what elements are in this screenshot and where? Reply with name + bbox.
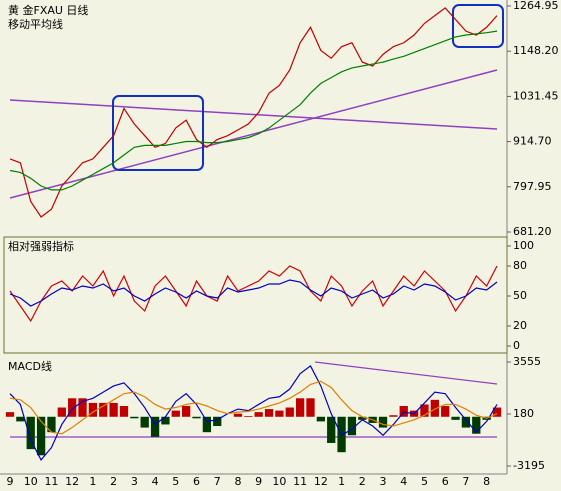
- histogram-bar: [5, 412, 15, 417]
- histogram-bar: [233, 413, 243, 417]
- y-tick-label: 1031.45: [513, 89, 559, 102]
- x-tick-label: 12: [314, 475, 328, 488]
- x-tick-label: 8: [234, 475, 241, 488]
- y-tick-label: 180: [513, 407, 534, 420]
- histogram-bar: [109, 402, 118, 417]
- histogram-bar: [430, 399, 439, 417]
- x-tick-label: 10: [272, 475, 286, 488]
- histogram-bar: [26, 416, 35, 450]
- x-tick-label: 11: [44, 475, 58, 488]
- histogram-bar: [36, 416, 46, 456]
- x-tick-label: 4: [152, 475, 159, 488]
- x-tick-label: 2: [359, 475, 366, 488]
- y-tick-label: 20: [513, 319, 527, 332]
- histogram-bar: [140, 416, 149, 428]
- histogram-bar: [316, 416, 325, 422]
- histogram-bar: [492, 407, 502, 417]
- series-line: [9, 380, 498, 435]
- y-tick-label: 681.20: [513, 225, 552, 238]
- series-line: [9, 265, 498, 323]
- x-tick-label: 8: [483, 475, 490, 488]
- x-tick-label: 9: [7, 475, 14, 488]
- x-tick-label: 12: [65, 475, 79, 488]
- histogram-bar: [161, 416, 170, 425]
- x-tick-label: 7: [214, 475, 221, 488]
- histogram-bar: [254, 412, 263, 417]
- y-tick-label: 100: [513, 239, 534, 252]
- panel-title: MACD线: [8, 359, 52, 373]
- y-tick-label: 797.95: [513, 180, 552, 193]
- x-tick-label: 7: [462, 475, 469, 488]
- y-tick-label: 80: [513, 259, 527, 272]
- histogram-bar: [378, 416, 388, 428]
- panel-title: 相对强弱指标: [8, 239, 74, 253]
- histogram-bar: [399, 405, 408, 417]
- histogram-bar: [192, 416, 201, 419]
- histogram-bar: [202, 416, 212, 433]
- histogram-bar: [68, 398, 77, 417]
- histogram-bar: [306, 398, 315, 417]
- chart-subtitle: 移动平均线: [8, 17, 63, 31]
- trend-line: [9, 99, 498, 130]
- x-tick-label: 5: [172, 475, 179, 488]
- histogram-bar: [389, 415, 398, 417]
- histogram-bar: [88, 402, 98, 417]
- histogram-bar: [150, 416, 160, 437]
- series-line: [9, 7, 498, 218]
- histogram-bar: [275, 410, 284, 417]
- y-tick-label: -3195: [513, 459, 545, 472]
- series-line: [9, 30, 498, 191]
- histogram-bar: [57, 407, 66, 417]
- histogram-bar: [472, 416, 481, 434]
- trend-line: [314, 361, 498, 385]
- histogram-bar: [451, 416, 460, 420]
- x-tick-label: 6: [442, 475, 449, 488]
- chart-title: 黄 金FXAU 日线: [8, 3, 88, 17]
- histogram-bar: [47, 416, 56, 433]
- y-tick-label: 914.70: [513, 135, 552, 148]
- histogram-bar: [461, 416, 471, 428]
- histogram-bar: [130, 416, 139, 419]
- x-tick-label: 9: [255, 475, 262, 488]
- x-tick-label: 11: [293, 475, 307, 488]
- x-tick-label: 5: [421, 475, 428, 488]
- histogram-bar: [358, 416, 367, 420]
- histogram-bar: [16, 416, 25, 422]
- histogram-bar: [441, 405, 450, 417]
- histogram-bar: [78, 398, 87, 417]
- histogram-bar: [420, 404, 429, 417]
- x-tick-label: 1: [338, 475, 345, 488]
- series-line: [9, 365, 498, 461]
- y-tick-label: 0: [513, 339, 520, 352]
- histogram-bar: [264, 409, 274, 417]
- x-tick-label: 3: [380, 475, 387, 488]
- histogram-bar: [182, 405, 191, 417]
- highlight-box: [112, 95, 204, 171]
- x-tick-label: 4: [400, 475, 407, 488]
- y-tick-label: 3555: [513, 355, 541, 368]
- highlight-box: [452, 4, 504, 48]
- y-tick-label: 50: [513, 289, 527, 302]
- histogram-bar: [244, 416, 253, 417]
- trend-line: [9, 69, 498, 199]
- x-tick-label: 3: [131, 475, 138, 488]
- x-tick-label: 2: [110, 475, 117, 488]
- histogram-bar: [213, 416, 222, 427]
- histogram-bar: [119, 405, 129, 417]
- histogram-bar: [347, 416, 357, 436]
- y-tick-label: 1264.95: [513, 0, 559, 12]
- histogram-bar: [327, 416, 336, 443]
- y-tick-label: 1148.20: [513, 44, 559, 57]
- panel-border: [3, 236, 508, 354]
- histogram-bar: [171, 410, 180, 417]
- x-tick-label: 6: [193, 475, 200, 488]
- histogram-bar: [99, 402, 108, 417]
- series-line: [9, 279, 498, 307]
- x-tick-label: 10: [24, 475, 38, 488]
- histogram-bar: [285, 407, 294, 417]
- x-tick-label: 1: [89, 475, 96, 488]
- histogram-bar: [295, 398, 305, 417]
